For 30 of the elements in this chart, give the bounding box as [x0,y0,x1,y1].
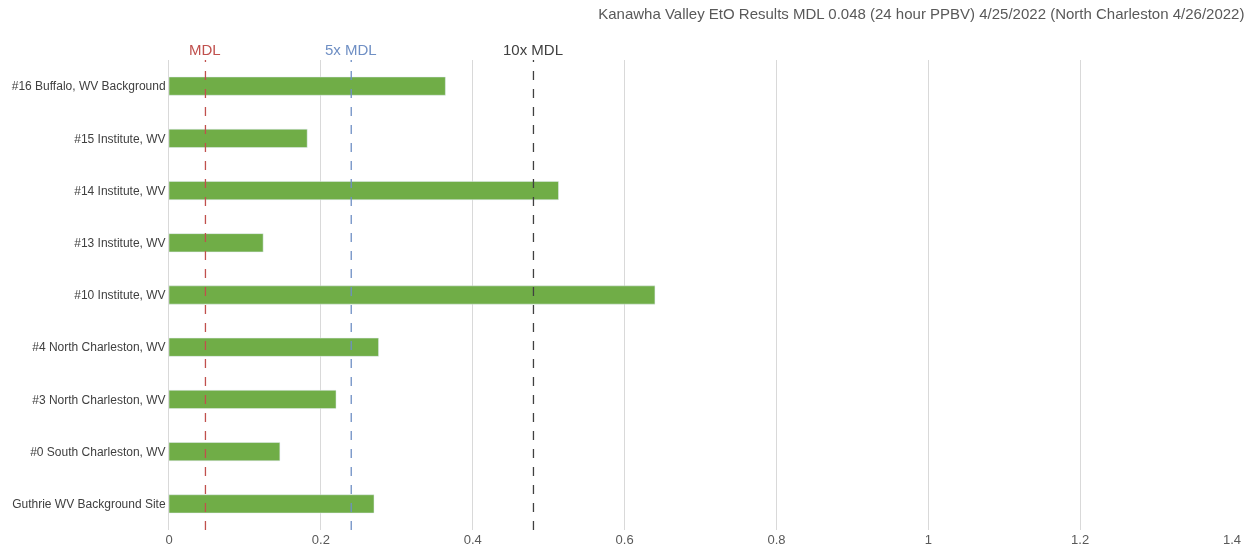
y-tick-label: #13 Institute, WV [74,235,166,250]
y-tick-label: #15 Institute, WV [74,131,166,146]
y-tick-label: #0 South Charleston, WV [30,444,166,459]
bar [169,442,281,462]
x-tick-label: 0 [165,532,173,547]
bar [169,494,375,514]
ref-line-label: 5x MDL [325,41,377,58]
bar [169,390,337,409]
bar [169,337,379,357]
x-tick-label: 1 [924,532,932,547]
bar [169,181,559,200]
bar [169,128,308,148]
y-tick-label: #4 North Charleston, WV [32,340,166,355]
y-tick-label: #14 Institute, WV [74,183,166,198]
chart-title: Kanawha Valley EtO Results MDL 0.048 (24 hour PPBV) 4/25/2022 (North Charleston 4/26/2022) [598,4,1245,22]
y-tick-label: Guthrie WV Background Site [12,497,166,512]
bar [169,76,446,96]
x-tick-label: 0.2 [311,532,330,547]
y-tick-label: #3 North Charleston, WV [32,392,166,407]
x-tick-label: 1.2 [1071,532,1090,547]
ref-line-label: MDL [189,41,221,58]
y-tick-label: #10 Institute, WV [74,288,166,303]
x-tick-label: 1.4 [1222,532,1242,547]
x-tick-label: 0.6 [615,532,634,547]
bar [169,285,656,305]
ref-line-label: 10x MDL [503,41,564,58]
x-tick-label: 0.8 [767,532,786,547]
bar [169,233,264,253]
y-tick-label: #16 Buffalo, WV Background [11,79,166,94]
x-tick-label: 0.4 [463,532,482,547]
